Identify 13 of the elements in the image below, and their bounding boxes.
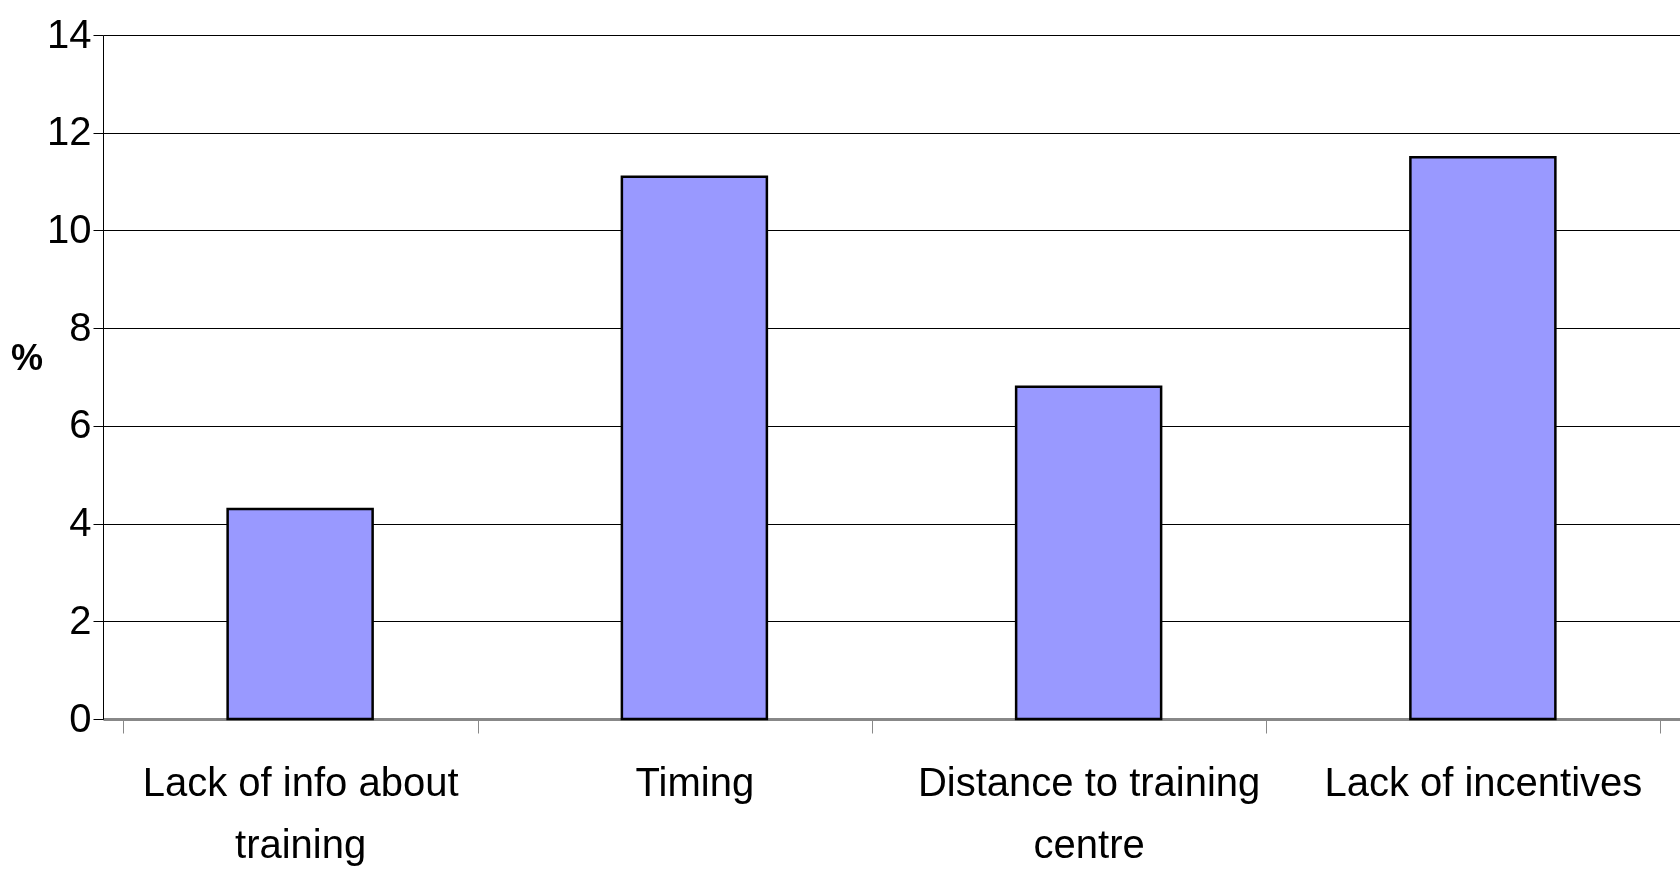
y-tick-label: 10 [47,206,92,251]
x-tick-label: Distance to training centre [917,759,1261,866]
y-axis-title: % [11,336,44,378]
y-tick-label: 6 [69,402,92,447]
y-tick-label: 12 [47,109,92,154]
y-tick-label: 4 [69,500,92,545]
x-tick-label: Lack of info about training [142,759,459,866]
y-tick-label: 2 [69,597,92,642]
x-tick-label: Lack of incentives [1324,759,1643,804]
x-tick-label: Timing [635,759,755,804]
y-tick-label: 0 [69,695,92,740]
y-tick-label: 8 [69,304,92,349]
y-tick-label: 14 [47,11,92,56]
